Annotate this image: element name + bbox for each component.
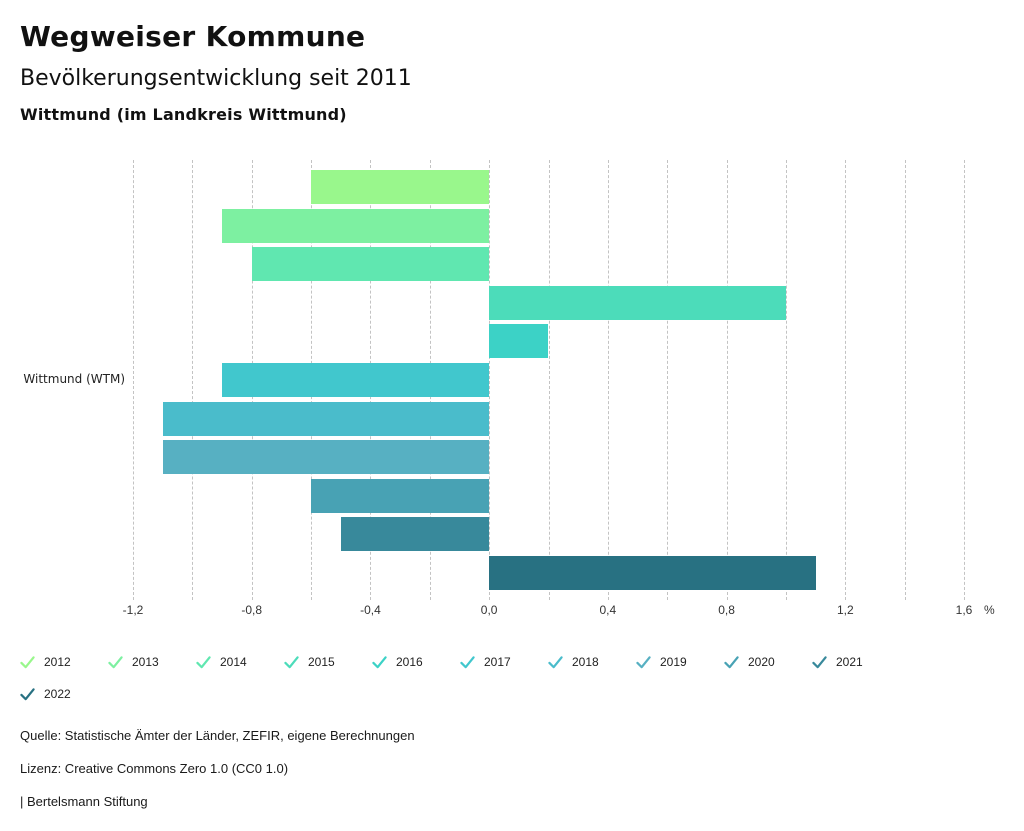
legend-year-label: 2021 — [836, 655, 863, 669]
gridline — [548, 160, 550, 600]
gridline — [785, 160, 787, 600]
legend-item-2013[interactable]: 2013 — [108, 652, 196, 672]
check-icon — [20, 655, 35, 668]
x-tick-label: 1,2 — [836, 603, 854, 617]
gridline — [607, 160, 609, 600]
bar-2018[interactable] — [162, 401, 490, 436]
legend-year-label: 2013 — [132, 655, 159, 669]
bar-2019[interactable] — [162, 440, 490, 475]
app-title: Wegweiser Kommune — [20, 20, 366, 53]
legend-item-2017[interactable]: 2017 — [460, 652, 548, 672]
category-label: Wittmund (WTM) — [23, 372, 125, 386]
check-icon — [460, 655, 475, 668]
legend-year-label: 2020 — [748, 655, 775, 669]
check-icon — [284, 655, 299, 668]
legend-item-2015[interactable]: 2015 — [284, 652, 372, 672]
x-tick-label: 0,0 — [480, 603, 498, 617]
x-tick-label: 1,6 — [955, 603, 973, 617]
gridline — [667, 160, 669, 600]
gridline — [904, 160, 906, 600]
x-tick-label: -1,2 — [122, 603, 144, 617]
legend-year-label: 2019 — [660, 655, 687, 669]
check-icon — [20, 687, 35, 700]
bar-2013[interactable] — [222, 208, 490, 243]
bar-2016[interactable] — [489, 324, 549, 359]
legend-year-label: 2022 — [44, 687, 71, 701]
legend-year-label: 2018 — [572, 655, 599, 669]
legend-item-2012[interactable]: 2012 — [20, 652, 108, 672]
legend-year-label: 2014 — [220, 655, 247, 669]
bar-2012[interactable] — [311, 170, 490, 204]
legend-year-label: 2016 — [396, 655, 423, 669]
bar-2014[interactable] — [251, 247, 490, 282]
check-icon — [724, 655, 739, 668]
legend-item-2020[interactable]: 2020 — [724, 652, 812, 672]
legend-year-label: 2012 — [44, 655, 71, 669]
gridline — [726, 160, 728, 600]
plot-area — [133, 160, 965, 600]
legend-item-2018[interactable]: 2018 — [548, 652, 636, 672]
legend: 2012 2013 2014 2015 2016 2017 2018 2019 2020 2021… — [20, 652, 940, 716]
gridline — [489, 160, 491, 600]
check-icon — [548, 655, 563, 668]
bar-2021[interactable] — [340, 517, 490, 552]
legend-item-2016[interactable]: 2016 — [372, 652, 460, 672]
legend-item-2019[interactable]: 2019 — [636, 652, 724, 672]
legend-year-label: 2015 — [308, 655, 335, 669]
check-icon — [196, 655, 211, 668]
chart-title: Bevölkerungsentwicklung seit 2011 — [20, 66, 412, 91]
attribution-note: | Bertelsmann Stiftung — [20, 794, 148, 809]
legend-item-2014[interactable]: 2014 — [196, 652, 284, 672]
check-icon — [636, 655, 651, 668]
gridline — [845, 160, 847, 600]
bar-2017[interactable] — [222, 363, 490, 397]
check-icon — [108, 655, 123, 668]
gridline — [964, 160, 965, 600]
x-tick-label: -0,4 — [360, 603, 381, 617]
check-icon — [812, 655, 827, 668]
bar-2015[interactable] — [489, 285, 786, 320]
x-tick-label: 0,4 — [599, 603, 617, 617]
source-note: Quelle: Statistische Ämter der Länder, Z… — [20, 728, 415, 743]
legend-year-label: 2017 — [484, 655, 511, 669]
license-note: Lizenz: Creative Commons Zero 1.0 (CC0 1… — [20, 761, 289, 776]
gridline — [133, 160, 134, 600]
x-tick-label: 0,8 — [718, 603, 735, 617]
legend-item-2022[interactable]: 2022 — [20, 684, 108, 704]
footer: Quelle: Statistische Ämter der Länder, Z… — [20, 728, 415, 827]
chart-location: Wittmund (im Landkreis Wittmund) — [20, 105, 347, 124]
x-axis-unit: % — [984, 603, 995, 617]
check-icon — [372, 655, 387, 668]
x-tick-label: -0,8 — [241, 603, 263, 617]
bar-2020[interactable] — [311, 478, 490, 513]
x-axis: -1,2 -0,8 -0,4 0,0 0,4 0,8 1,2 1,6 — [123, 603, 973, 619]
bar-2022[interactable] — [489, 556, 816, 590]
gridline — [192, 160, 194, 600]
legend-item-2021[interactable]: 2021 — [812, 652, 900, 672]
